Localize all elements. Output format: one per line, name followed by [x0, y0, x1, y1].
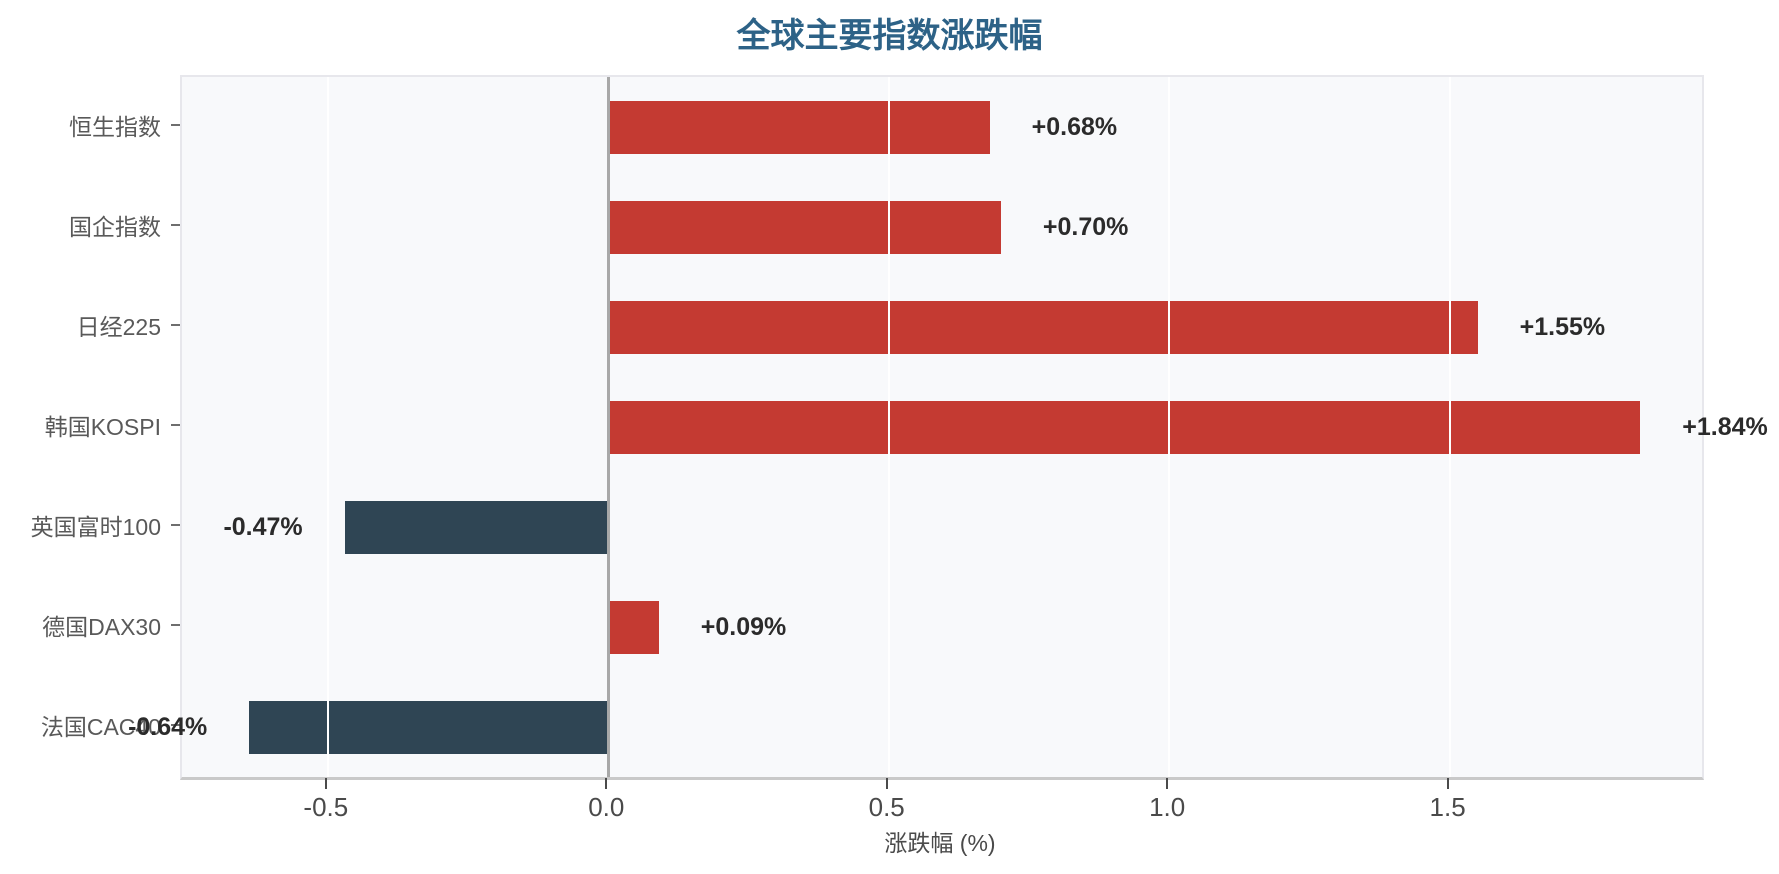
y-axis-row: 日经225	[0, 275, 180, 375]
bar	[608, 400, 1641, 454]
bar-value-label: -0.64%	[128, 712, 208, 741]
y-tick	[171, 124, 180, 126]
bar-value-label: +1.55%	[1519, 312, 1606, 341]
x-tick-label: -0.5	[303, 792, 349, 822]
y-tick	[171, 524, 180, 526]
y-axis-row: 英国富时100	[0, 475, 180, 575]
y-tick	[171, 624, 180, 626]
x-tick-label: 0.5	[868, 792, 905, 822]
bar	[608, 100, 990, 154]
y-axis-label: 恒生指数	[69, 114, 161, 140]
y-axis-label: 韩国KOSPI	[44, 414, 161, 440]
x-tick-label: 1.5	[1429, 792, 1466, 822]
x-tick	[885, 778, 888, 789]
y-axis-label: 日经225	[76, 314, 161, 340]
x-tick-label: 1.0	[1149, 792, 1186, 822]
chart-title: 全球主要指数涨跌幅	[736, 17, 1043, 55]
zero-line	[606, 77, 610, 777]
y-tick	[171, 224, 180, 226]
x-tick	[1446, 778, 1449, 789]
y-tick	[171, 424, 180, 426]
y-axis-row: 德国DAX30	[0, 575, 180, 675]
y-tick	[171, 324, 180, 326]
x-tick-label: 0.0	[588, 792, 625, 822]
x-axis-title: 涨跌幅 (%)	[884, 830, 996, 856]
y-axis-label: 国企指数	[69, 214, 161, 240]
bar	[608, 600, 659, 654]
bar-value-label: +0.68%	[1031, 112, 1118, 141]
gridline	[887, 77, 890, 777]
gridline	[326, 77, 329, 777]
bar-value-label: +1.84%	[1682, 412, 1768, 441]
y-axis-row: 韩国KOSPI	[0, 375, 180, 475]
bar	[608, 200, 1001, 254]
y-axis-row: 恒生指数	[0, 75, 180, 175]
bar-value-label: +0.70%	[1042, 212, 1129, 241]
bar	[249, 700, 609, 754]
y-axis-label: 法国CAC40	[40, 714, 161, 740]
y-tick	[171, 724, 180, 726]
y-axis-label: 德国DAX30	[42, 614, 161, 640]
x-axis: -0.5 0.0 0.5 1.0 1.5	[180, 778, 1700, 858]
y-axis-labels: 恒生指数国企指数日经225 韩国KOSPI 英国富时100 德国DAX30 法国CAC4…	[0, 75, 180, 775]
y-axis-row: 国企指数	[0, 175, 180, 275]
gridline	[1448, 77, 1451, 777]
y-axis-row: 法国CAC40	[0, 675, 180, 775]
gridline	[1168, 77, 1171, 777]
x-tick	[605, 778, 608, 789]
bar	[608, 300, 1478, 354]
x-tick	[324, 778, 327, 789]
bar	[344, 500, 609, 554]
y-axis-label: 英国富时100	[30, 514, 161, 540]
x-tick	[1166, 778, 1169, 789]
bar-value-label: +0.09%	[700, 612, 787, 641]
plot-area: +0.68% +0.70% +1.55% +1.84% -0.47% +0.09% -0.6…	[128, 75, 1768, 780]
bar-value-label: -0.47%	[223, 512, 303, 541]
